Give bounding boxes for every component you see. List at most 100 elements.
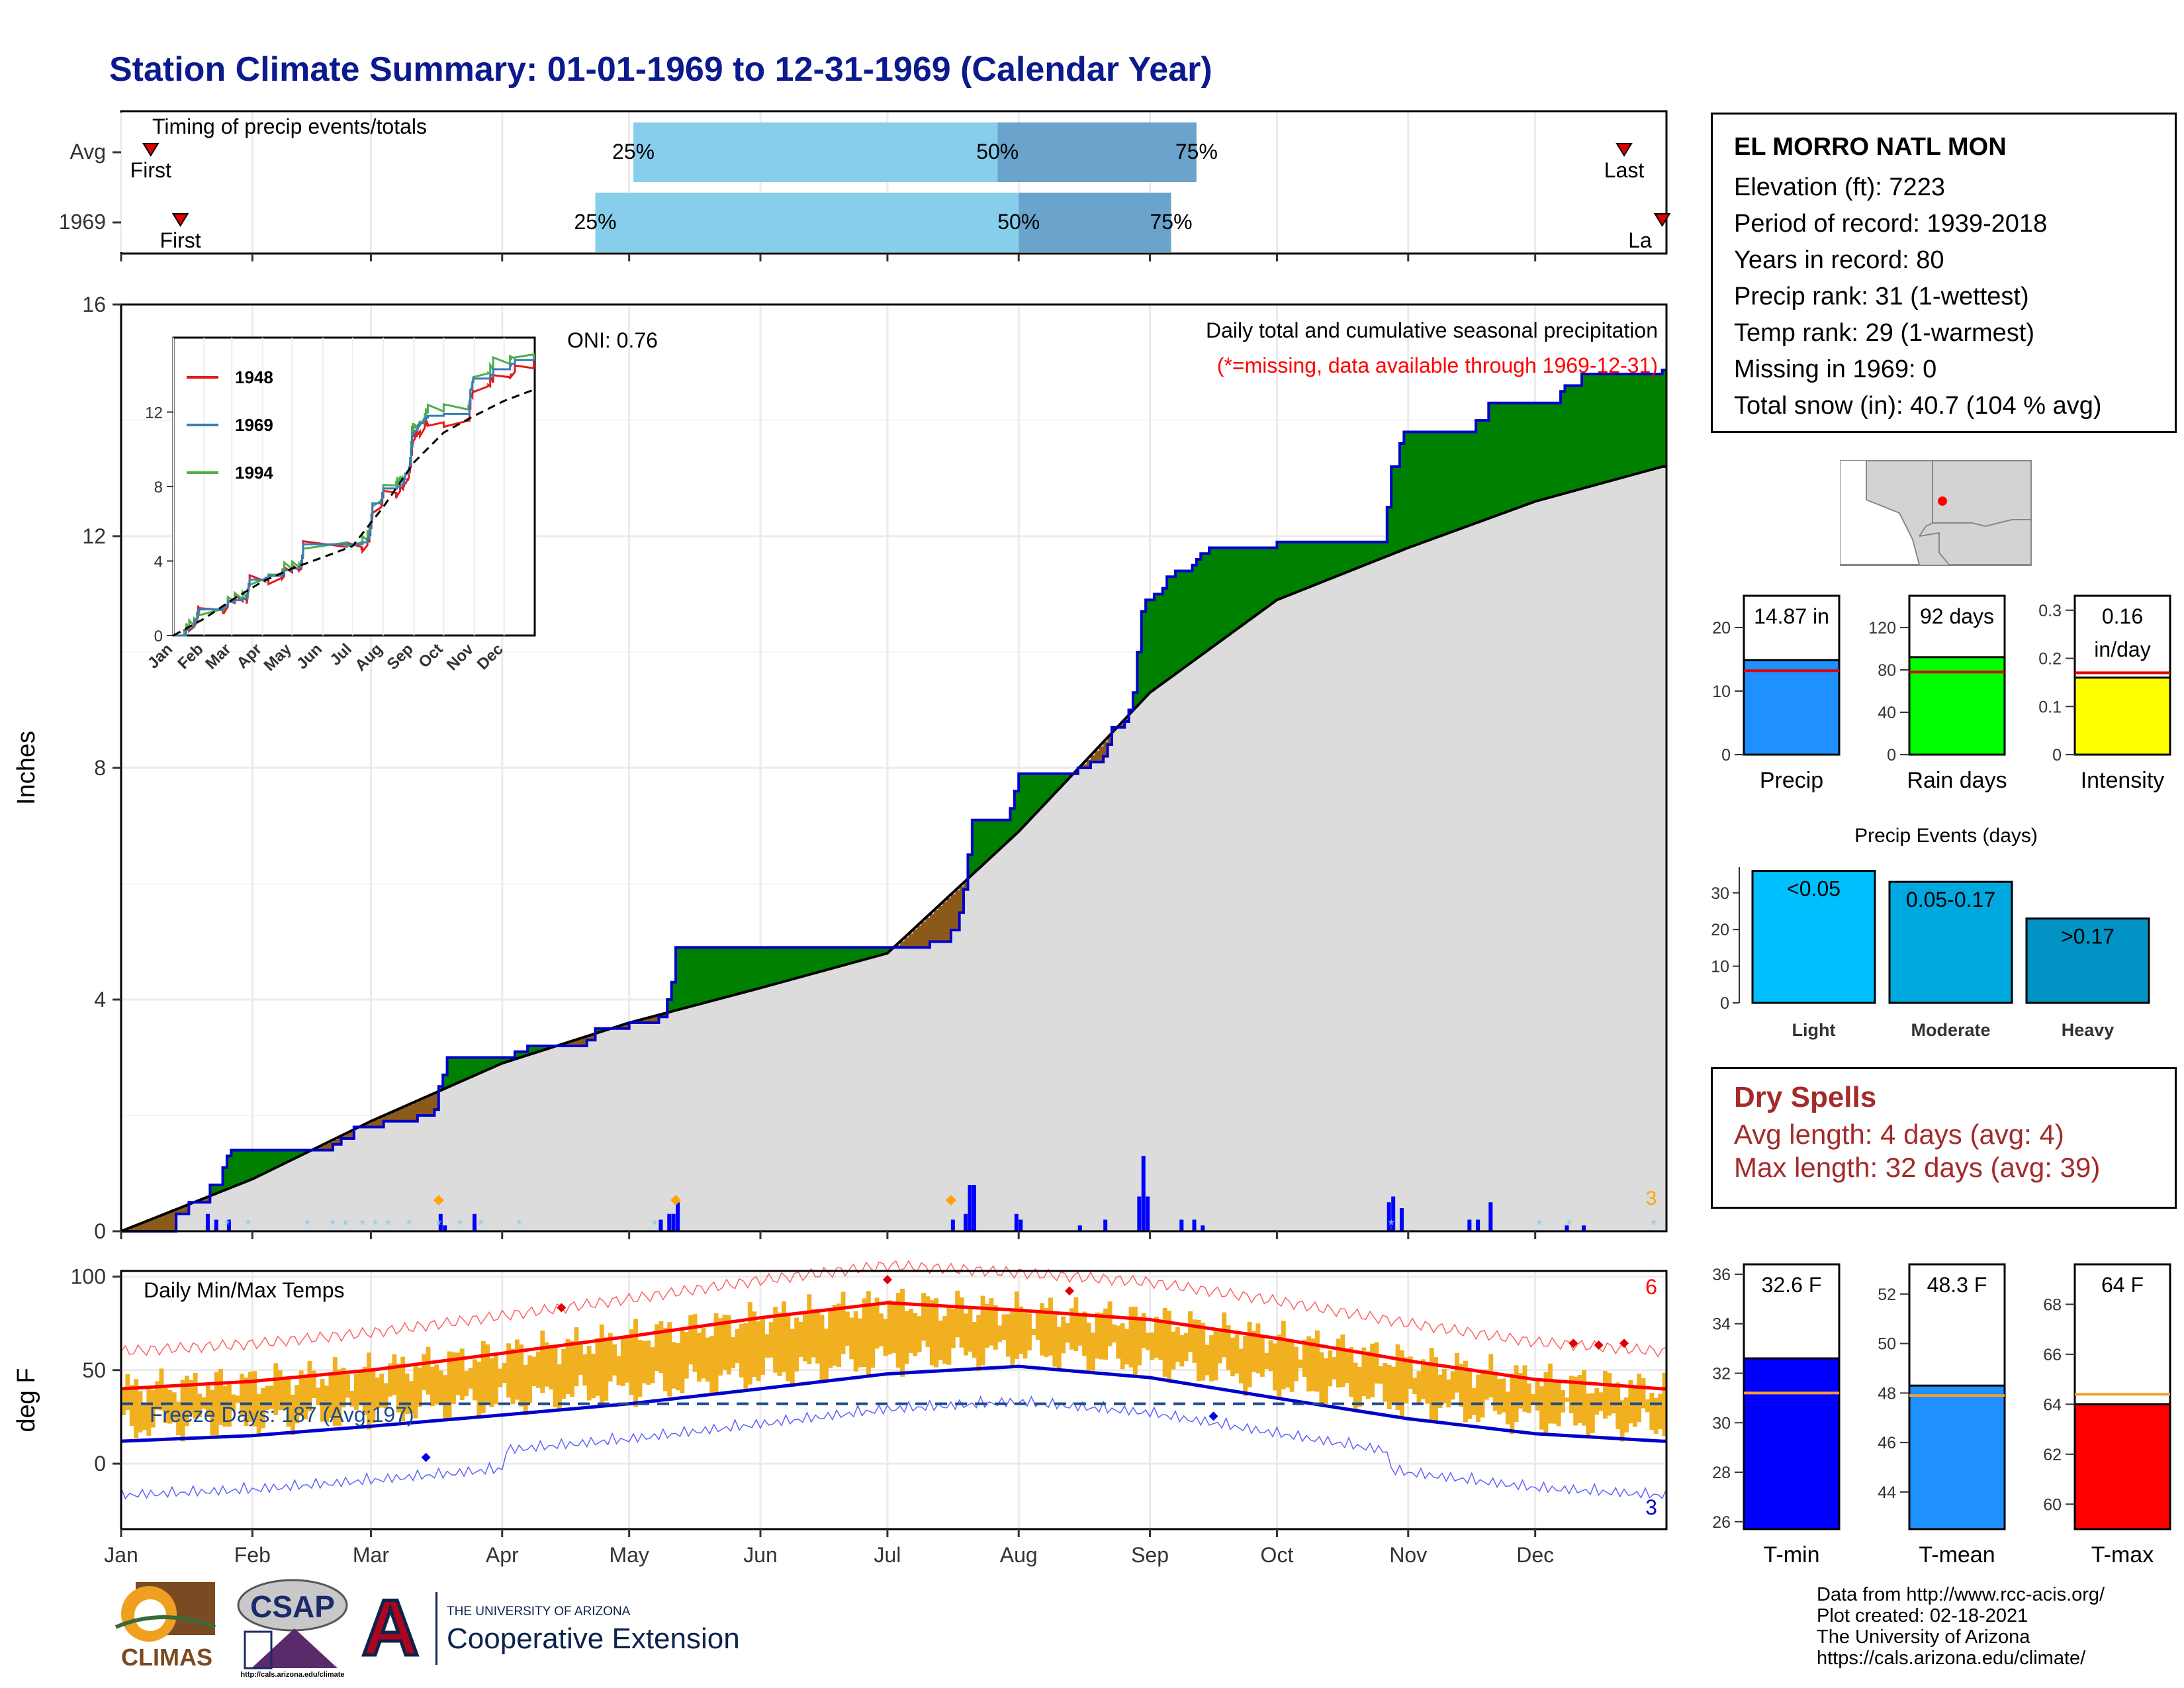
precip-anomaly-band <box>841 947 846 966</box>
daily-precip-bar <box>676 1202 680 1231</box>
daily-temp-bar <box>1035 1312 1040 1340</box>
tmin-summary-category: T-min <box>1764 1542 1820 1568</box>
daily-temp-bar <box>290 1394 295 1436</box>
daily-temp-bar <box>1120 1323 1125 1370</box>
precip-anomaly-band <box>802 947 807 976</box>
daily-temp-bar <box>1603 1371 1608 1419</box>
daily-temp-bar <box>1328 1350 1333 1387</box>
daily-temp-bar <box>176 1401 181 1436</box>
daily-temp-bar <box>328 1376 334 1419</box>
daily-temp-bar <box>472 1359 477 1401</box>
daily-temp-bar <box>282 1378 287 1410</box>
timing-bar-lower <box>633 122 998 182</box>
daily-temp-bar <box>286 1376 291 1427</box>
daily-temp-bar <box>1192 1319 1197 1363</box>
timing-bar-upper <box>997 122 1197 182</box>
timing-label-50: 50% <box>976 140 1019 164</box>
precip-deficit-band <box>570 1041 575 1046</box>
daily-temp-bar <box>426 1346 431 1395</box>
precip-deficit-band <box>946 898 952 942</box>
precip-total-y-label: 0 <box>1721 746 1731 765</box>
precip-anomaly-band <box>1450 432 1455 533</box>
tmax-summary-y-label: 62 <box>2043 1446 2062 1464</box>
tmax-summary-bar <box>2073 1403 2171 1530</box>
precip-anomaly-band <box>1001 820 1007 847</box>
record-marker <box>670 1195 682 1205</box>
daily-temp-bar <box>506 1343 512 1398</box>
precip-anomaly-band <box>1167 577 1172 680</box>
daily-temp-bar <box>1501 1378 1506 1413</box>
precip-anomaly-band <box>874 947 880 957</box>
daily-temp-bar <box>502 1362 507 1383</box>
precip-deficit-band <box>646 1018 651 1023</box>
precip-anomaly-band <box>985 820 990 863</box>
precip-anomaly-band <box>688 947 694 1008</box>
daily-temp-bar <box>764 1334 770 1358</box>
daily-temp-bar <box>218 1368 224 1425</box>
tmax-summary-y-label: 66 <box>2043 1346 2062 1364</box>
daily-temp-bar <box>760 1318 765 1375</box>
daily-precip-bar <box>438 1213 443 1231</box>
precip-anomaly-band <box>722 947 727 998</box>
daily-temp-bar <box>866 1291 871 1376</box>
precip-anomaly-band <box>858 947 863 962</box>
daily-temp-bar <box>1277 1334 1282 1399</box>
daily-temp-bar <box>1561 1390 1565 1413</box>
dry-spells-box: Dry Spells Avg length: 4 days (avg: 4) M… <box>1711 1067 2177 1209</box>
daily-temp-bar <box>1531 1393 1536 1405</box>
precip-anomaly-band <box>226 1156 232 1190</box>
daily-temp-bar <box>1027 1313 1032 1351</box>
precip-timing-chart: Timing of precip events/totals 25% 50% 75% F… <box>59 110 1671 261</box>
precip-anomaly-band <box>595 1028 600 1034</box>
precip-deficit-band <box>163 1214 168 1231</box>
precip-anomaly-band <box>244 1150 249 1183</box>
snow-marker: * <box>516 1217 522 1233</box>
precip-anomaly-band <box>1192 565 1197 662</box>
daily-temp-bar <box>959 1297 964 1348</box>
daily-temp-bar <box>1590 1393 1595 1433</box>
precip-anomaly-band <box>1332 541 1337 579</box>
precip-anomaly-band <box>790 947 795 980</box>
daily-temp-bar <box>1040 1303 1045 1356</box>
ua-a-mark: A <box>362 1585 420 1671</box>
precip-anomaly-band <box>777 947 782 984</box>
precip-deficit-band <box>900 941 905 948</box>
daily-temp-bar <box>523 1364 528 1415</box>
daily-temp-bar <box>1607 1373 1612 1416</box>
daily-temp-bar <box>265 1385 270 1410</box>
daily-precip-bar <box>1077 1225 1082 1231</box>
daily-temp-bar <box>269 1385 274 1409</box>
precip-deficit-band <box>129 1227 134 1231</box>
daily-temp-bar <box>955 1290 960 1338</box>
precip-anomaly-band <box>1031 773 1036 818</box>
daily-temp-bar <box>1099 1313 1104 1360</box>
precip-deficit-band <box>392 1111 397 1121</box>
precip-anomaly-band <box>980 820 985 867</box>
daily-temp-bar <box>1158 1321 1163 1360</box>
daily-temp-bar <box>1340 1335 1345 1387</box>
daily-temp-bar <box>1073 1297 1079 1352</box>
precip-anomaly-band <box>832 947 837 968</box>
intensity-y-label: 0.3 <box>2038 602 2062 620</box>
daily-temp-bar <box>934 1298 939 1368</box>
precip-anomaly-band <box>862 947 867 961</box>
timing-label-25: 25% <box>612 140 655 164</box>
precip-deficit-band <box>929 914 934 942</box>
precip-anomaly-band <box>1437 432 1443 538</box>
precip-anomaly-band <box>1590 374 1595 487</box>
snow-marker: * <box>330 1217 336 1233</box>
daily-temp-bar <box>976 1315 981 1372</box>
daily-temp-bar <box>1056 1327 1062 1370</box>
precip-deficit-band <box>180 1207 185 1214</box>
daily-temp-bar <box>904 1311 909 1364</box>
precip-y-label: 16 <box>82 293 106 316</box>
precip-anomaly-band <box>519 1051 524 1058</box>
rain-days-y-label: 40 <box>1878 704 1896 722</box>
rain-days-value-label: 92 days <box>1920 604 1994 628</box>
precip-deficit-band <box>409 1104 414 1121</box>
daily-temp-bar <box>1247 1321 1252 1387</box>
precip-deficit-band <box>565 1043 570 1046</box>
precip-deficit-band <box>917 925 922 948</box>
precip-total-bar <box>1743 659 1841 756</box>
precip-deficit-band <box>650 1017 655 1023</box>
